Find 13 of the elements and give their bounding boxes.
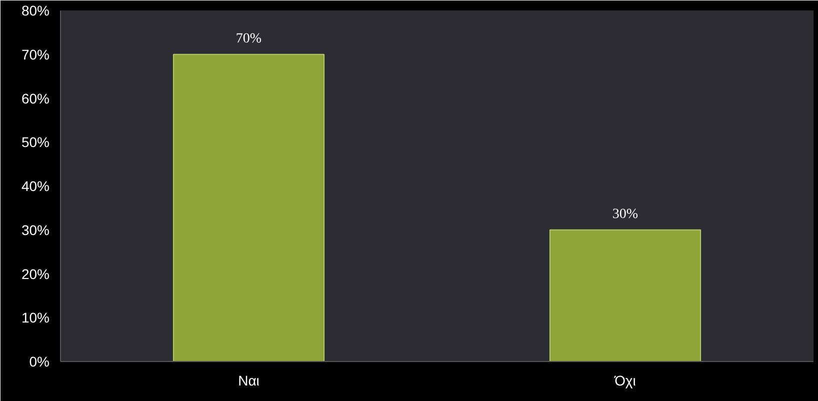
y-tick-label: 20%	[21, 266, 50, 282]
y-tick-label: 60%	[21, 90, 50, 106]
y-tick-label: 10%	[21, 310, 50, 326]
y-tick-label: 50%	[21, 134, 50, 150]
y-tick-label: 70%	[21, 46, 50, 62]
x-tick-label: Όχι	[614, 372, 636, 388]
y-tick-label: 30%	[21, 222, 50, 238]
data-label: 30%	[612, 206, 638, 222]
y-tick-label: 40%	[21, 178, 50, 194]
y-tick-label: 0%	[29, 354, 50, 370]
y-tick-label: 80%	[21, 2, 50, 18]
x-tick-label: Ναι	[238, 372, 260, 388]
data-label: 70%	[236, 31, 262, 46]
